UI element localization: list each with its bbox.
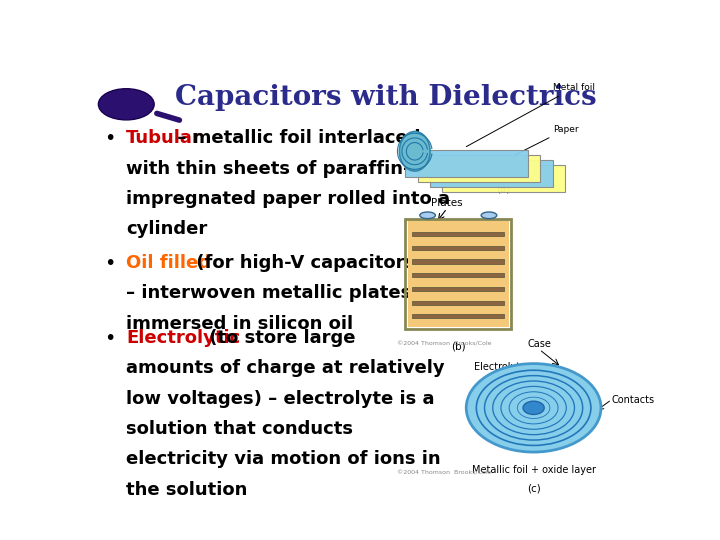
Text: electricity via motion of ions in: electricity via motion of ions in: [126, 450, 441, 468]
Text: Oil: Oil: [451, 312, 465, 321]
Bar: [412, 301, 504, 305]
Ellipse shape: [99, 89, 154, 120]
Bar: [412, 246, 504, 250]
Text: Electrolyte: Electrolyte: [474, 362, 526, 372]
Ellipse shape: [400, 132, 430, 171]
Text: •: •: [104, 329, 115, 348]
Ellipse shape: [420, 212, 436, 219]
Text: immersed in silicon oil: immersed in silicon oil: [126, 315, 354, 333]
Text: •: •: [104, 129, 115, 149]
Bar: [412, 314, 504, 319]
Text: •: •: [104, 254, 115, 273]
Ellipse shape: [481, 212, 497, 219]
Text: Electrolytic: Electrolytic: [126, 329, 240, 347]
Text: impregnated paper rolled into a: impregnated paper rolled into a: [126, 190, 450, 208]
Text: Plates: Plates: [431, 198, 463, 208]
Text: (b): (b): [451, 341, 466, 352]
FancyBboxPatch shape: [418, 155, 540, 182]
Bar: [412, 259, 504, 264]
Bar: [412, 232, 504, 236]
Text: with thin sheets of paraffin-: with thin sheets of paraffin-: [126, 160, 411, 178]
Text: amounts of charge at relatively: amounts of charge at relatively: [126, 359, 445, 377]
Text: the solution: the solution: [126, 481, 248, 498]
FancyBboxPatch shape: [405, 150, 528, 177]
Text: – metallic foil interlaced: – metallic foil interlaced: [171, 129, 420, 147]
Bar: [412, 287, 504, 291]
FancyBboxPatch shape: [430, 160, 552, 187]
Ellipse shape: [523, 401, 544, 415]
Text: cylinder: cylinder: [126, 220, 207, 238]
Text: (to store large: (to store large: [203, 329, 356, 347]
Ellipse shape: [467, 363, 601, 452]
Text: Capacitors with Dielectrics: Capacitors with Dielectrics: [175, 84, 597, 111]
Text: ©2004 Thomson  Brooks/Cole: ©2004 Thomson Brooks/Cole: [397, 341, 492, 347]
Text: Metal foil: Metal foil: [467, 83, 595, 147]
FancyBboxPatch shape: [442, 165, 565, 192]
Text: solution that conducts: solution that conducts: [126, 420, 354, 438]
Text: (for high-V capacitors): (for high-V capacitors): [190, 254, 424, 272]
Text: Contacts: Contacts: [612, 395, 655, 404]
Text: Case: Case: [527, 339, 551, 349]
Bar: [408, 220, 509, 327]
Bar: [405, 219, 511, 329]
Text: Paper: Paper: [494, 125, 579, 165]
Text: (c): (c): [527, 483, 541, 494]
Text: ©2004 Thomson  Brooks/Cole: ©2004 Thomson Brooks/Cole: [397, 470, 492, 475]
Text: – interwoven metallic plates are: – interwoven metallic plates are: [126, 285, 451, 302]
Text: low voltages) – electrolyte is a: low voltages) – electrolyte is a: [126, 389, 435, 408]
Text: Oil filled: Oil filled: [126, 254, 211, 272]
Text: Tubular: Tubular: [126, 129, 202, 147]
Text: Metallic foil + oxide layer: Metallic foil + oxide layer: [472, 464, 595, 475]
FancyArrowPatch shape: [157, 113, 179, 120]
Text: (a): (a): [496, 183, 510, 193]
Bar: [412, 273, 504, 277]
